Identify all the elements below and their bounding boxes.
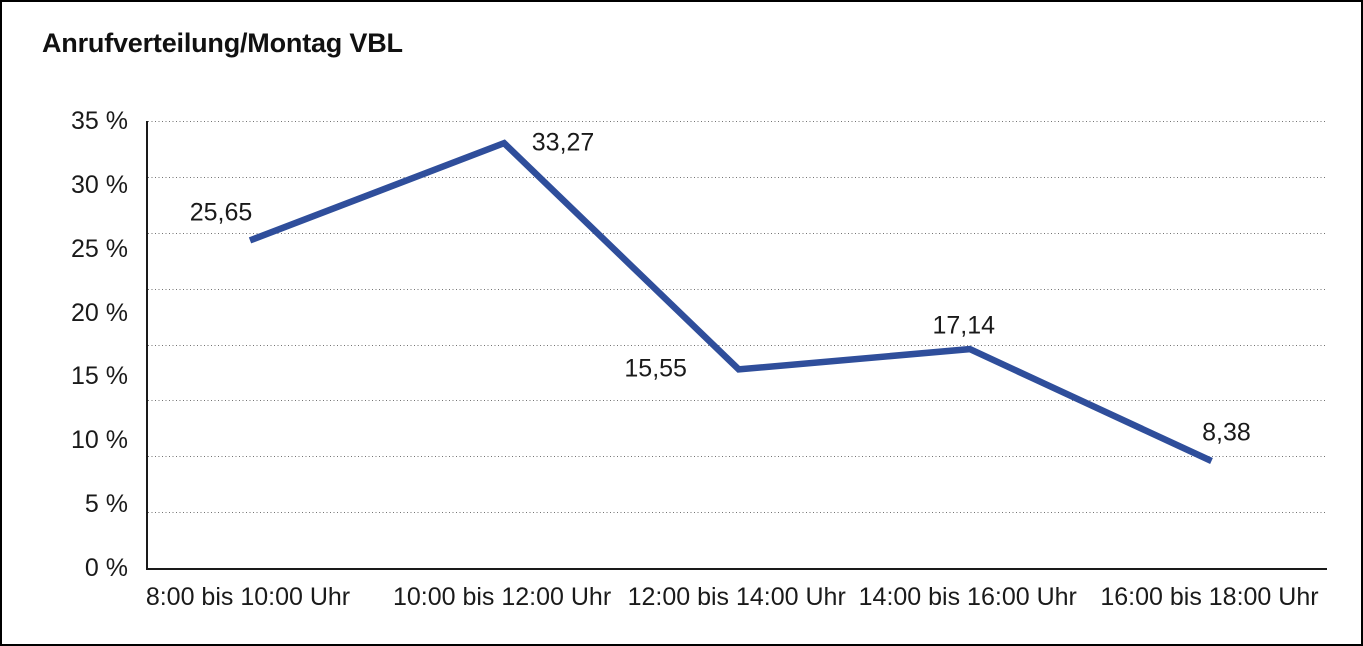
gridline — [148, 512, 1327, 514]
gridline — [148, 121, 1327, 122]
data-point-label: 15,55 — [624, 354, 687, 383]
y-tick-label: 30 % — [71, 170, 128, 199]
y-tick-label: 0 % — [84, 554, 128, 582]
y-tick-label: 25 % — [71, 234, 128, 263]
data-point-label: 8,38 — [1202, 418, 1251, 447]
line-series — [248, 139, 1213, 464]
gridline — [148, 400, 1327, 402]
x-tick-label: 12:00 bis 14:00 Uhr — [627, 583, 846, 611]
plot-area: 25,65 33,27 15,55 17,14 8,38 — [146, 121, 1327, 570]
line-chart-canvas — [248, 139, 1213, 464]
gridline — [148, 288, 1327, 290]
gridline — [148, 344, 1327, 346]
y-tick-label: 15 % — [71, 362, 128, 391]
x-tick-label: 16:00 bis 18:00 Uhr — [1100, 583, 1319, 611]
x-tick-label: 8:00 bis 10:00 Uhr — [145, 583, 351, 611]
y-tick-label: 20 % — [71, 298, 128, 327]
y-tick-label: 5 % — [84, 490, 128, 519]
data-point-label: 25,65 — [189, 198, 253, 227]
y-tick-label: 10 % — [71, 426, 128, 455]
chart-title: Anrufverteilung/Montag VBL — [42, 28, 403, 58]
x-tick-label: 14:00 bis 16:00 Uhr — [858, 583, 1077, 611]
data-point-label: 17,14 — [932, 311, 996, 340]
gridline — [148, 456, 1327, 458]
gridline — [148, 176, 1327, 178]
x-tick-label: 10:00 bis 12:00 Uhr — [392, 583, 612, 611]
y-tick-label: 35 % — [71, 107, 128, 135]
data-point-label: 33,27 — [531, 128, 595, 157]
gridline — [148, 232, 1327, 234]
